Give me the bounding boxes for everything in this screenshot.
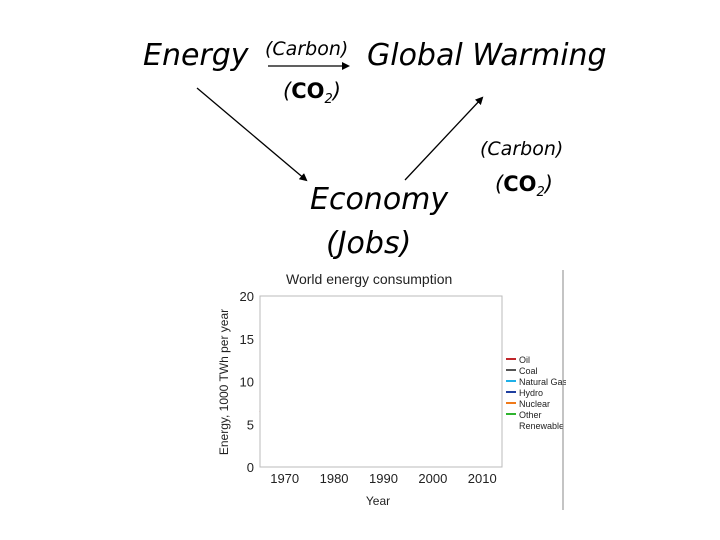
arrow-economy-to-global-warming: [404, 96, 484, 181]
x-tick-label: 2000: [418, 471, 447, 486]
co2-label-right: (CO2): [495, 172, 553, 201]
legend-label-nuclear: Nuclear: [519, 399, 550, 409]
x-tick-label: 1970: [270, 471, 299, 486]
carbon-label-top: (Carbon): [265, 38, 349, 60]
x-tick-label: 1990: [369, 471, 398, 486]
chart-axes: [259, 295, 503, 468]
x-axis-label: Year: [366, 494, 390, 508]
y-axis-label: Energy, 1000 TWh per year: [217, 309, 231, 455]
legend-label-hydro: Hydro: [519, 388, 543, 398]
legend-label-other-renewable: Other Renewable: [519, 410, 564, 431]
economy-label: Economy: [310, 182, 449, 217]
y-tick-label: 15: [240, 332, 254, 347]
chart-title: World energy consumption: [286, 271, 452, 287]
co2-label-top: (CO2): [283, 79, 341, 108]
y-tick-label: 5: [247, 417, 254, 432]
plot-area: [259, 295, 503, 468]
y-tick-label: 20: [240, 289, 254, 304]
legend-label-natural-gas: Natural Gas: [519, 377, 566, 387]
jobs-label: (Jobs): [326, 226, 412, 261]
arrow-energy-to-economy: [196, 87, 308, 182]
y-tick-label: 10: [240, 375, 254, 390]
carbon-label-right: (Carbon): [480, 138, 564, 160]
x-tick-label: 2010: [468, 471, 497, 486]
legend-label-oil: Oil: [519, 355, 530, 365]
global-warming-label: Global Warming: [367, 38, 607, 73]
x-tick-labels: 1970 1980 1990 2000 2010: [270, 471, 496, 486]
legend-label-coal: Coal: [519, 366, 538, 376]
x-tick-label: 1980: [320, 471, 349, 486]
y-tick-labels: 0 5 10 15 20: [240, 289, 254, 475]
y-tick-label: 0: [247, 460, 254, 475]
energy-label: Energy: [143, 38, 249, 73]
